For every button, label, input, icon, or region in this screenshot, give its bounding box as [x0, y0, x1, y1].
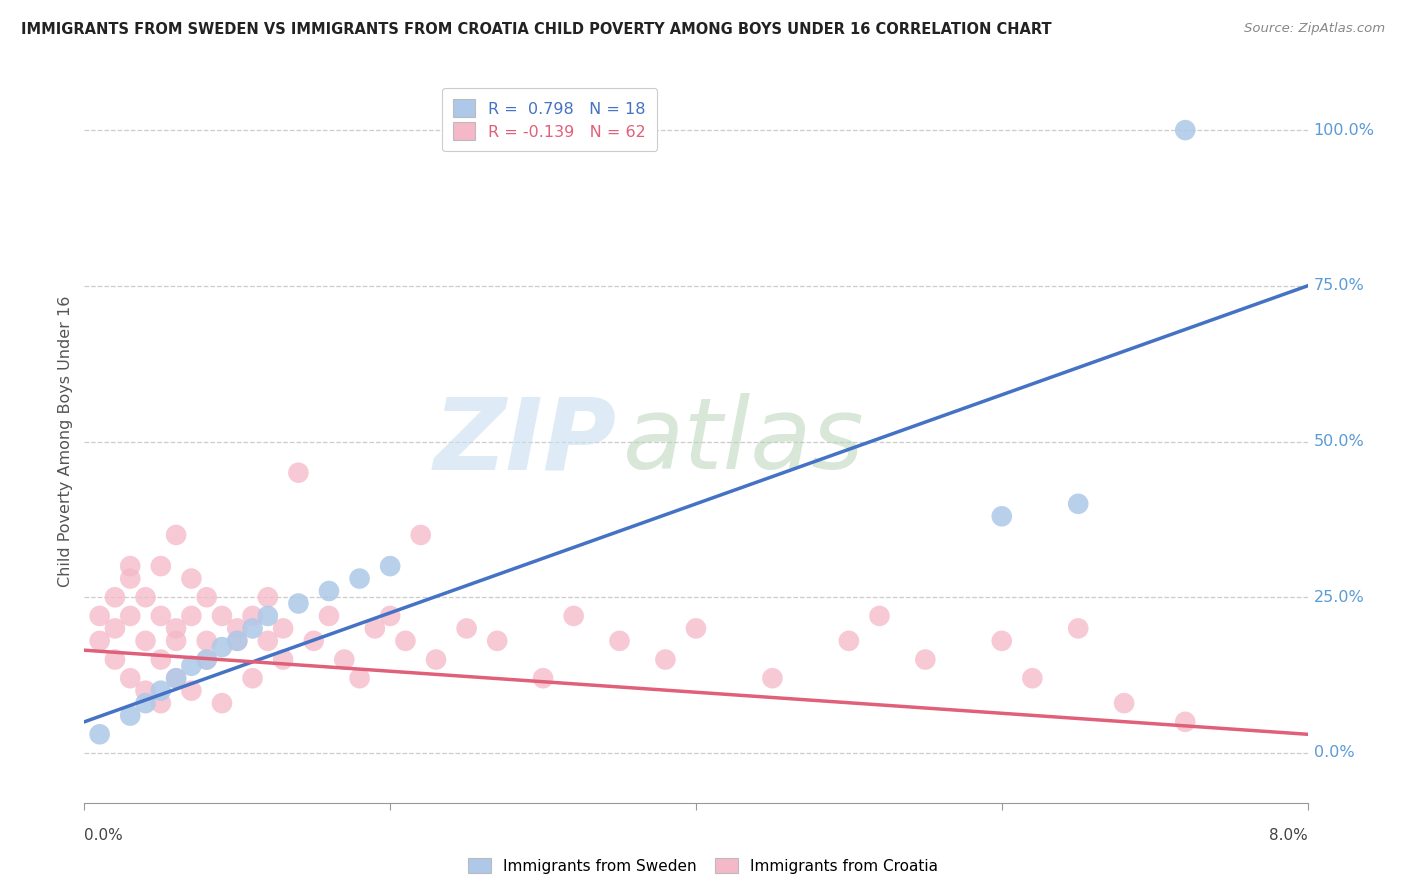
- Point: [211, 640, 233, 654]
- Point: [149, 683, 172, 698]
- Point: [425, 652, 447, 666]
- Point: [242, 671, 264, 685]
- Text: IMMIGRANTS FROM SWEDEN VS IMMIGRANTS FROM CROATIA CHILD POVERTY AMONG BOYS UNDER: IMMIGRANTS FROM SWEDEN VS IMMIGRANTS FRO…: [21, 22, 1052, 37]
- Text: 0.0%: 0.0%: [1313, 746, 1354, 761]
- Point: [226, 633, 249, 648]
- Point: [991, 633, 1014, 648]
- Point: [869, 609, 891, 624]
- Point: [135, 591, 157, 605]
- Point: [1021, 671, 1043, 685]
- Point: [120, 671, 142, 685]
- Point: [149, 652, 172, 666]
- Point: [165, 621, 187, 635]
- Y-axis label: Child Poverty Among Boys Under 16: Child Poverty Among Boys Under 16: [58, 296, 73, 587]
- Point: [257, 609, 280, 624]
- Point: [195, 591, 218, 605]
- Point: [838, 633, 860, 648]
- Point: [120, 609, 142, 624]
- Point: [991, 509, 1014, 524]
- Point: [761, 671, 783, 685]
- Point: [165, 528, 187, 542]
- Point: [120, 708, 142, 723]
- Point: [302, 633, 325, 648]
- Point: [195, 652, 218, 666]
- Point: [149, 696, 172, 710]
- Point: [135, 696, 157, 710]
- Text: 75.0%: 75.0%: [1313, 278, 1364, 293]
- Point: [89, 727, 111, 741]
- Point: [89, 609, 111, 624]
- Point: [1174, 123, 1197, 137]
- Point: [120, 572, 142, 586]
- Point: [242, 621, 264, 635]
- Point: [394, 633, 416, 648]
- Point: [1067, 621, 1090, 635]
- Point: [165, 633, 187, 648]
- Point: [180, 572, 202, 586]
- Point: [654, 652, 676, 666]
- Point: [318, 609, 340, 624]
- Point: [180, 609, 202, 624]
- Point: [409, 528, 432, 542]
- Point: [135, 633, 157, 648]
- Text: 8.0%: 8.0%: [1268, 828, 1308, 843]
- Legend: Immigrants from Sweden, Immigrants from Croatia: Immigrants from Sweden, Immigrants from …: [461, 852, 945, 880]
- Point: [242, 609, 264, 624]
- Point: [364, 621, 387, 635]
- Point: [211, 696, 233, 710]
- Point: [1174, 714, 1197, 729]
- Point: [149, 559, 172, 574]
- Point: [104, 621, 127, 635]
- Point: [531, 671, 554, 685]
- Point: [195, 633, 218, 648]
- Text: ZIP: ZIP: [433, 393, 616, 490]
- Point: [287, 466, 309, 480]
- Text: 0.0%: 0.0%: [84, 828, 124, 843]
- Point: [89, 633, 111, 648]
- Legend: R =  0.798   N = 18, R = -0.139   N = 62: R = 0.798 N = 18, R = -0.139 N = 62: [441, 88, 657, 151]
- Point: [456, 621, 478, 635]
- Point: [257, 591, 280, 605]
- Point: [1067, 497, 1090, 511]
- Point: [135, 683, 157, 698]
- Point: [180, 658, 202, 673]
- Point: [104, 652, 127, 666]
- Point: [180, 683, 202, 698]
- Text: 25.0%: 25.0%: [1313, 590, 1364, 605]
- Point: [165, 671, 187, 685]
- Point: [380, 609, 402, 624]
- Point: [609, 633, 631, 648]
- Point: [318, 584, 340, 599]
- Text: 100.0%: 100.0%: [1313, 122, 1375, 137]
- Point: [287, 597, 309, 611]
- Text: 50.0%: 50.0%: [1313, 434, 1364, 449]
- Point: [685, 621, 707, 635]
- Point: [562, 609, 585, 624]
- Point: [226, 633, 249, 648]
- Point: [120, 559, 142, 574]
- Point: [486, 633, 509, 648]
- Point: [211, 609, 233, 624]
- Point: [165, 671, 187, 685]
- Point: [149, 609, 172, 624]
- Point: [333, 652, 356, 666]
- Text: atlas: atlas: [623, 393, 865, 490]
- Text: Source: ZipAtlas.com: Source: ZipAtlas.com: [1244, 22, 1385, 36]
- Point: [380, 559, 402, 574]
- Point: [271, 652, 294, 666]
- Point: [257, 633, 280, 648]
- Point: [914, 652, 936, 666]
- Point: [349, 671, 371, 685]
- Point: [195, 652, 218, 666]
- Point: [271, 621, 294, 635]
- Point: [1114, 696, 1136, 710]
- Point: [226, 621, 249, 635]
- Point: [349, 572, 371, 586]
- Point: [104, 591, 127, 605]
